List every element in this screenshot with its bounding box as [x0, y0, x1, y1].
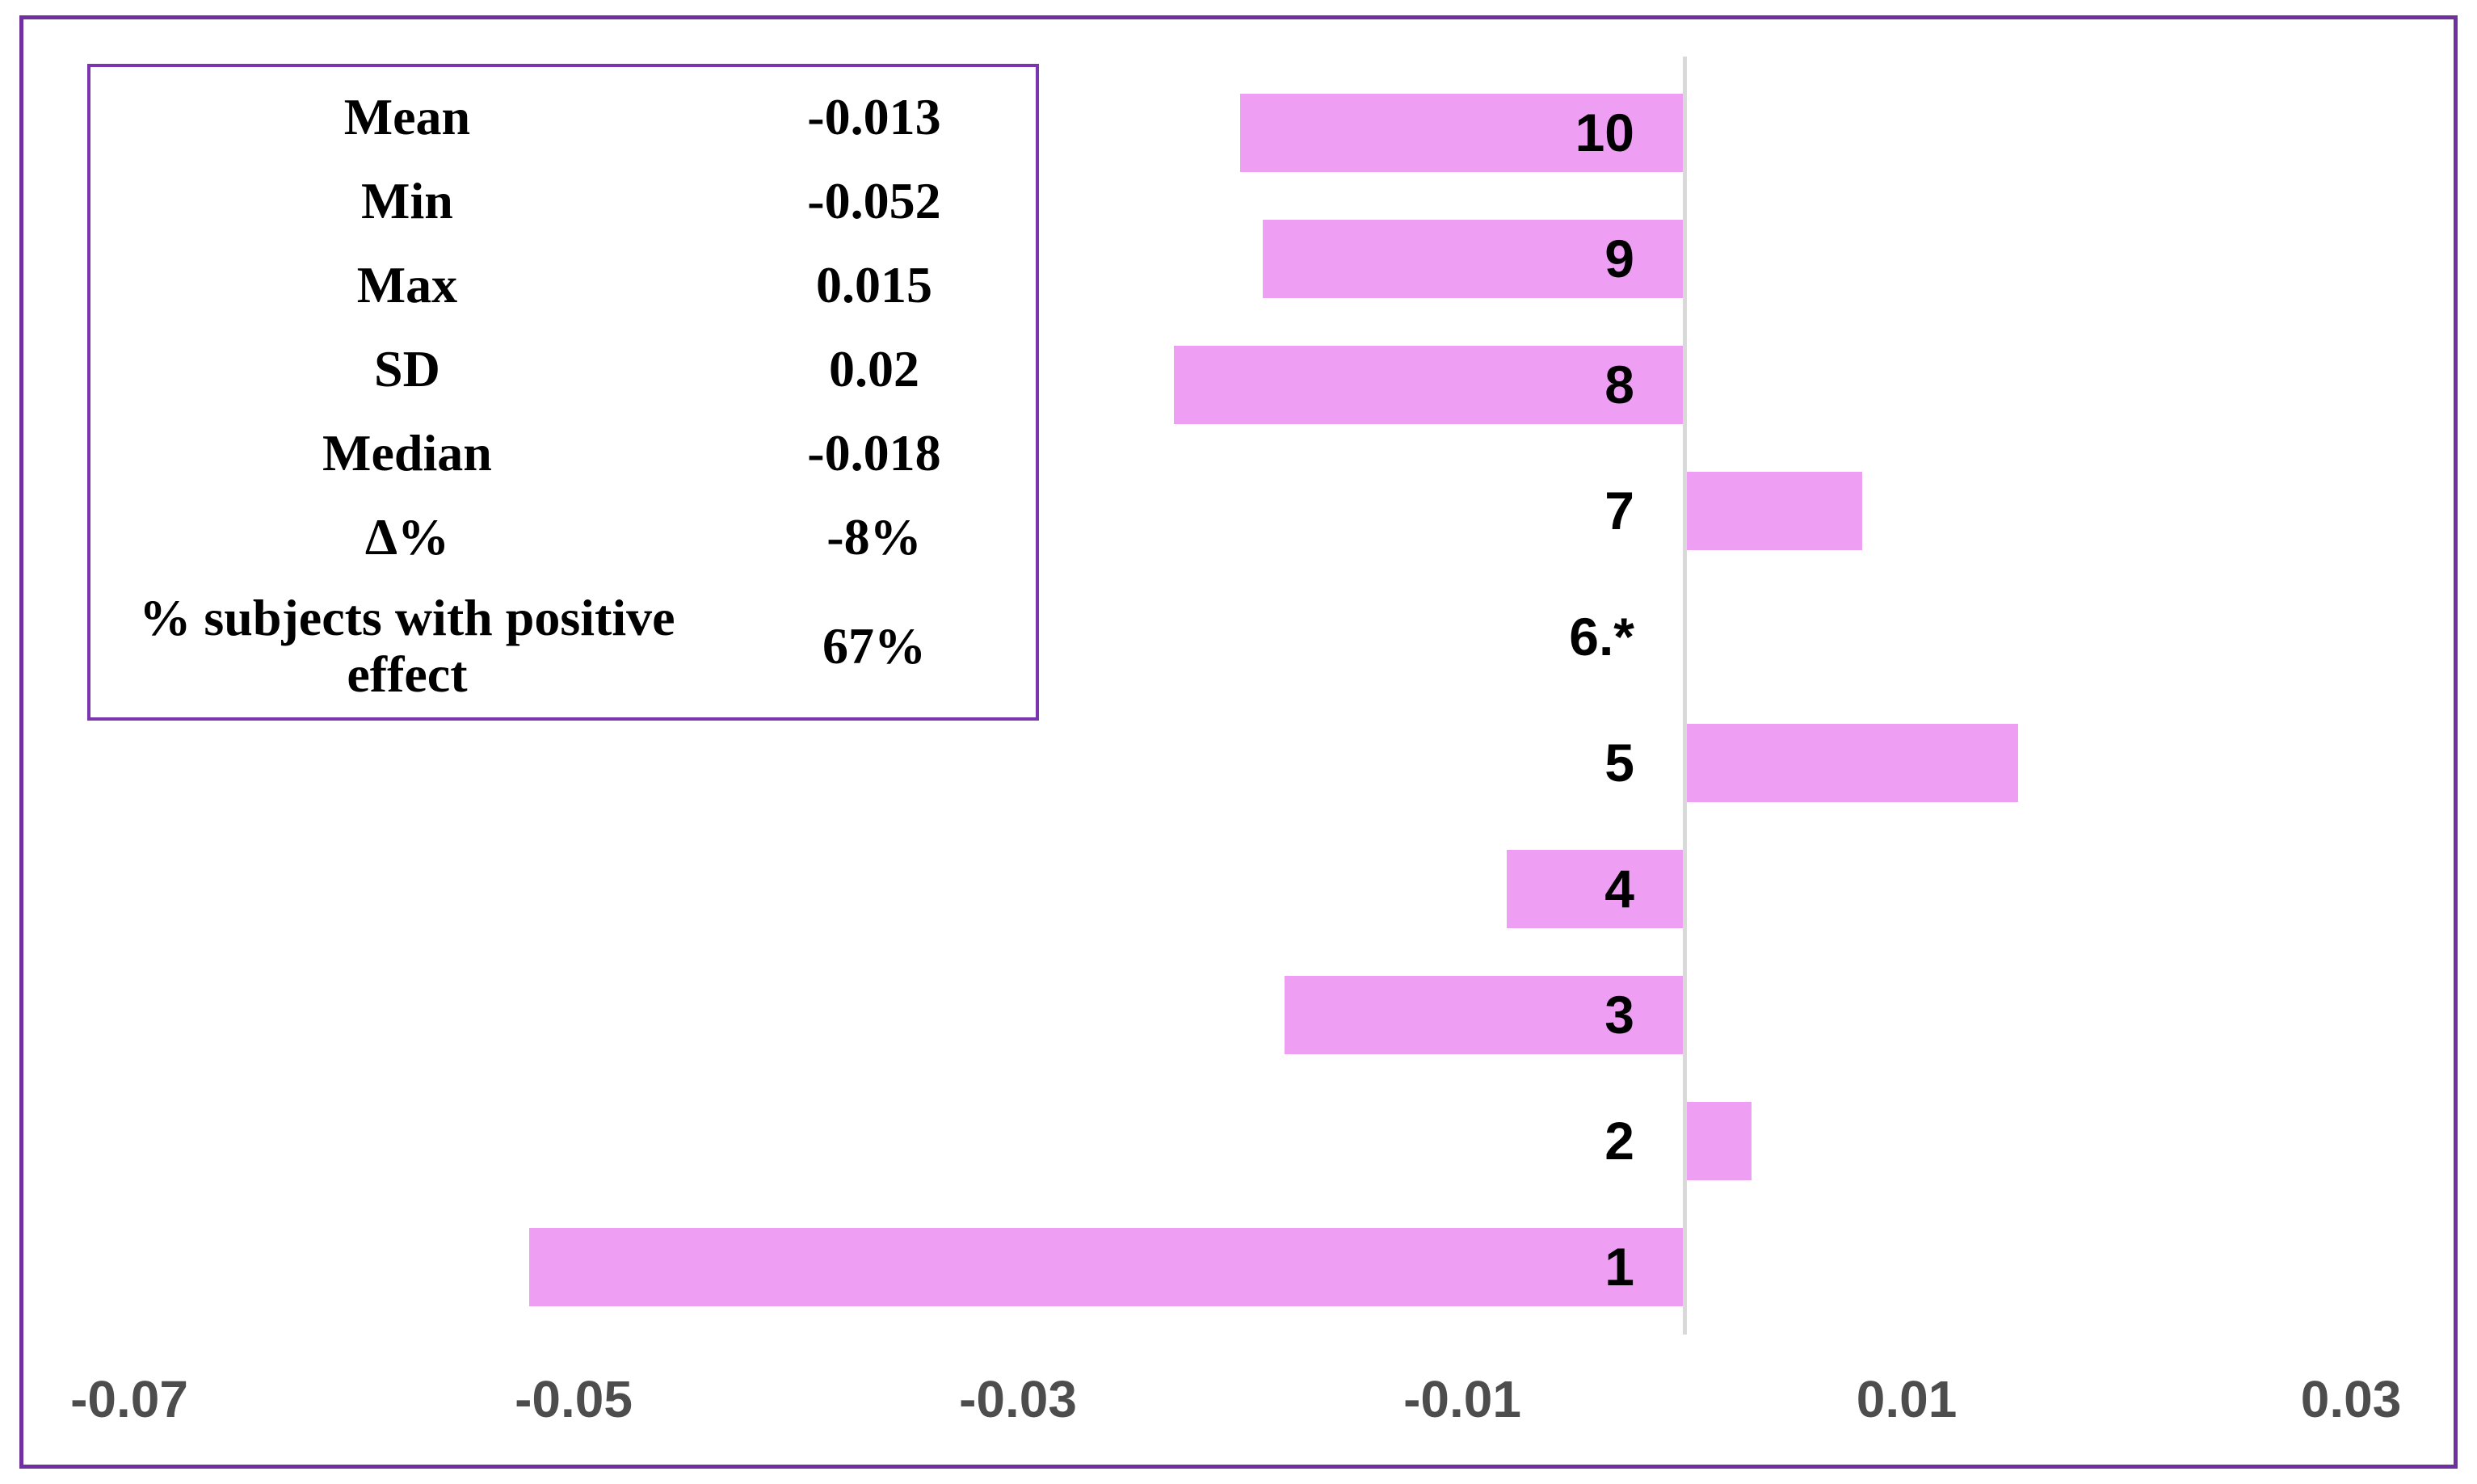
category-label-2: 2	[1604, 1111, 1634, 1171]
category-label-8: 8	[1604, 355, 1634, 414]
stat-value: -8%	[826, 508, 922, 566]
stats-panel: Mean -0.013 Min -0.052 Max 0.015 SD 0.02…	[87, 64, 1039, 721]
x-tick-label: 0.03	[2300, 1370, 2402, 1428]
stat-label: % subjects with positive effect	[139, 589, 675, 703]
stat-label: Max	[356, 256, 458, 314]
category-label-10: 10	[1575, 103, 1634, 162]
x-tick-label: -0.03	[959, 1370, 1077, 1428]
category-label-7: 7	[1604, 481, 1634, 540]
stats-row: Median -0.018	[90, 411, 1036, 495]
bar-subject-4	[1507, 849, 1684, 928]
stat-label: SD	[374, 340, 440, 398]
stats-row: % subjects with positive effect 67%	[90, 579, 1036, 713]
category-label-4: 4	[1604, 859, 1634, 919]
bar-subject-3	[1285, 975, 1684, 1054]
x-tick-label: 0.01	[1856, 1370, 1958, 1428]
category-label-6.*: 6.*	[1569, 607, 1634, 666]
x-tick-label: -0.01	[1403, 1370, 1521, 1428]
bar-subject-1	[529, 1227, 1684, 1306]
stat-value: 0.02	[828, 340, 919, 398]
bar-subject-8	[1173, 345, 1684, 424]
stats-row: Max 0.015	[90, 243, 1036, 327]
stat-label: Δ%	[364, 508, 449, 566]
bar-subject-10	[1240, 93, 1684, 172]
stats-row: SD 0.02	[90, 327, 1036, 411]
stat-label: Median	[322, 424, 492, 482]
category-label-1: 1	[1604, 1237, 1634, 1297]
bar-subject-5	[1684, 723, 2018, 802]
stat-value: -0.013	[807, 88, 941, 146]
bar-subject-9	[1262, 219, 1684, 298]
bar-subject-2	[1684, 1101, 1752, 1180]
bar-subject-7	[1684, 471, 1862, 550]
category-label-5: 5	[1604, 733, 1634, 792]
stat-label: Min	[361, 172, 453, 230]
zero-axis-line	[1683, 57, 1687, 1335]
category-label-9: 9	[1604, 229, 1634, 288]
stats-row: Δ% -8%	[90, 495, 1036, 579]
stat-value: -0.052	[807, 172, 941, 230]
x-tick-label: -0.05	[515, 1370, 633, 1428]
stat-value: -0.018	[807, 424, 941, 482]
stat-value: 67%	[822, 616, 926, 675]
category-label-3: 3	[1604, 985, 1634, 1045]
stat-value: 0.015	[815, 256, 932, 314]
stats-row: Mean -0.013	[90, 75, 1036, 159]
x-tick-label: -0.07	[70, 1370, 188, 1428]
stat-label: Mean	[343, 88, 471, 146]
stats-row: Min -0.052	[90, 159, 1036, 243]
